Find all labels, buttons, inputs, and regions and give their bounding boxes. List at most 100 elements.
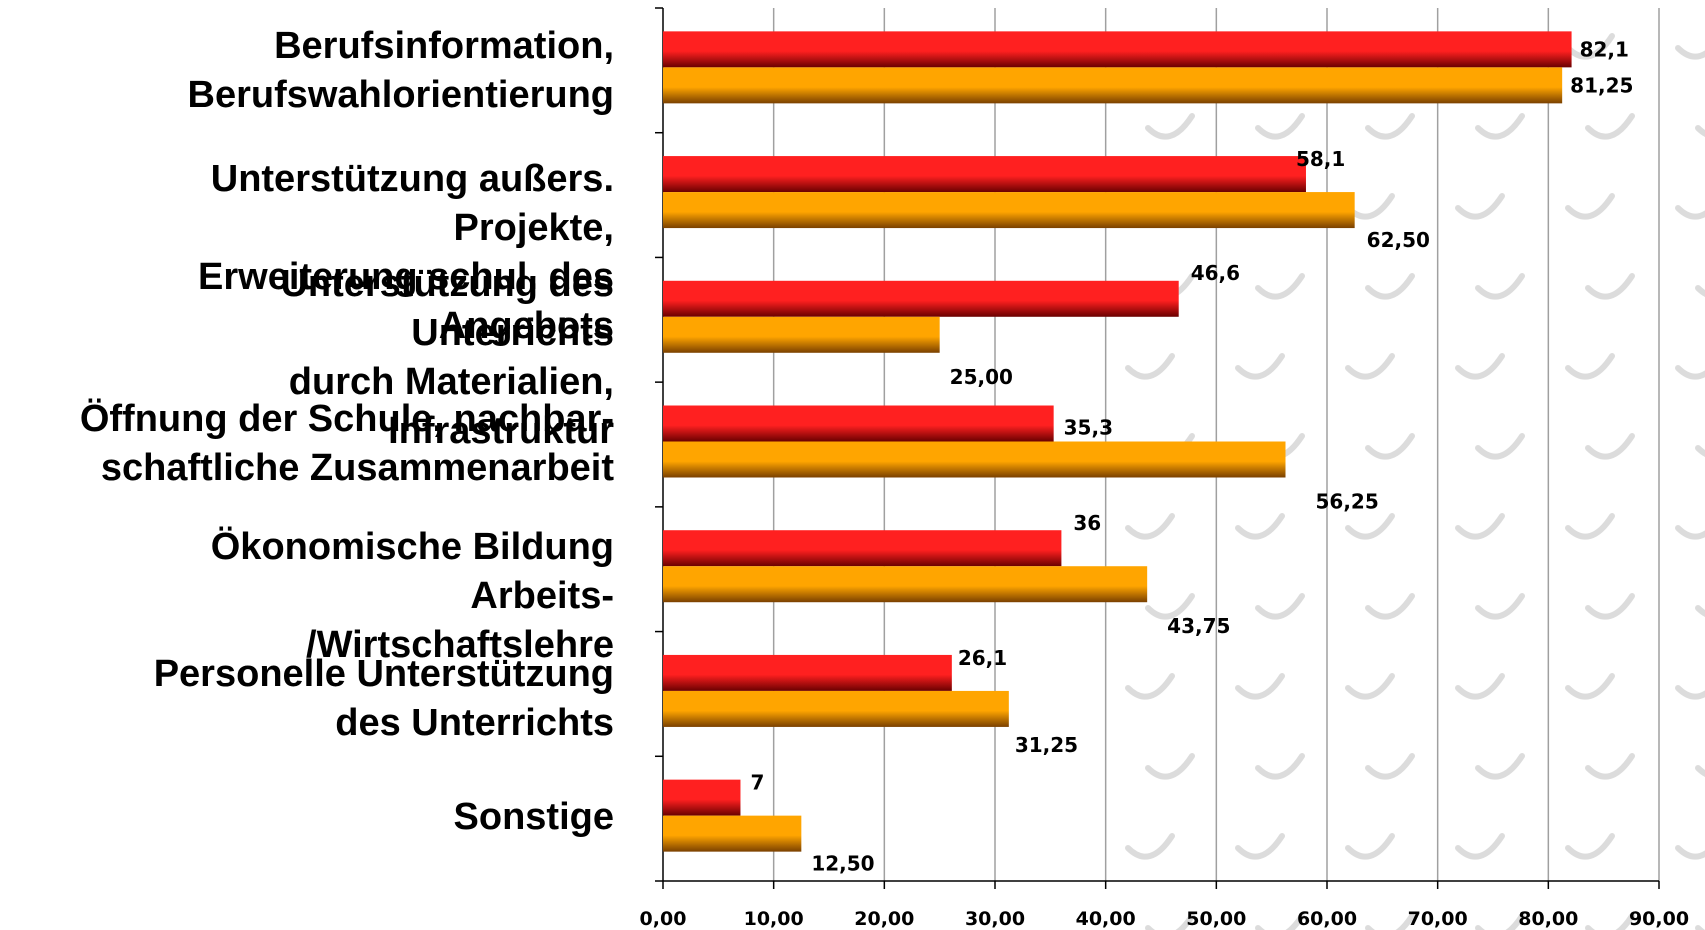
background-crescent xyxy=(1145,913,1195,930)
background-crescent xyxy=(1475,593,1525,620)
category-label: Personelle Unterstützung des Unterrichts xyxy=(153,653,614,744)
x-tick-label: 30,00 xyxy=(965,908,1025,930)
background-crescent xyxy=(1565,353,1615,380)
category-label: Unterstützung außers. Projekte, Erweiter… xyxy=(198,158,614,347)
data-label: 26,1 xyxy=(958,646,1007,670)
bar-series1 xyxy=(663,280,1179,317)
background-crescent xyxy=(1455,673,1505,700)
bar-series1 xyxy=(663,530,1062,567)
background-crescent xyxy=(1695,445,1705,457)
background-crescent xyxy=(1365,753,1415,780)
background-crescent xyxy=(1255,113,1305,140)
x-tick-label: 10,00 xyxy=(744,908,804,930)
x-tick-label: 20,00 xyxy=(854,908,914,930)
bar-series1 xyxy=(663,779,741,816)
background-crescent xyxy=(1235,513,1285,540)
background-crescent xyxy=(1585,433,1635,460)
data-label: 46,6 xyxy=(1191,261,1240,285)
background-crescent xyxy=(1365,913,1415,930)
data-label: 62,50 xyxy=(1367,228,1430,252)
background-crescent xyxy=(1455,513,1505,540)
background-crescent xyxy=(1565,513,1615,540)
bar-series2 xyxy=(663,67,1563,104)
data-label: 43,75 xyxy=(1167,614,1230,638)
background-crescent xyxy=(1125,353,1175,380)
background-crescent xyxy=(1695,765,1705,777)
bar-series1 xyxy=(663,405,1054,442)
background-crescent xyxy=(1585,753,1635,780)
x-tick-label: 50,00 xyxy=(1186,908,1246,930)
background-crescent xyxy=(1675,525,1705,540)
background-crescent xyxy=(1345,673,1395,700)
background-crescent xyxy=(1585,273,1635,300)
background-crescent xyxy=(1235,353,1285,380)
category-label: Berufsinformation, Berufswahlorientierun… xyxy=(187,25,615,116)
bar-series1 xyxy=(663,654,952,691)
x-tick-label: 60,00 xyxy=(1297,908,1357,930)
background-crescent xyxy=(1475,913,1525,930)
category-label: Öffnung der Schule, nachbar- schaftliche… xyxy=(79,398,614,489)
background-crescent xyxy=(1255,273,1305,300)
background-crescent xyxy=(1695,285,1705,297)
data-label: 7 xyxy=(750,771,764,795)
category-label: Ökonomische Bildung Arbeits- /Wirtschaft… xyxy=(210,526,614,666)
data-label: 36 xyxy=(1073,511,1101,535)
background-crescent xyxy=(1675,205,1705,220)
bar-series2 xyxy=(663,815,802,852)
background-crescent xyxy=(1345,833,1395,860)
background-crescent xyxy=(1145,113,1195,140)
bar-series1 xyxy=(663,31,1572,68)
background-crescent xyxy=(1255,913,1305,930)
background-crescent xyxy=(1345,353,1395,380)
category-label: Unterstützung des Unterrichts durch Mate… xyxy=(280,263,614,452)
x-tick-label: 90,00 xyxy=(1629,908,1689,930)
background-crescent xyxy=(1475,753,1525,780)
data-label: 56,25 xyxy=(1316,490,1379,514)
bar-series2 xyxy=(663,316,940,353)
background-crescent xyxy=(1125,673,1175,700)
background-crescent xyxy=(1455,193,1505,220)
background-crescent xyxy=(1565,833,1615,860)
background-crescent xyxy=(1145,593,1195,620)
background-crescent xyxy=(1695,605,1705,617)
background-crescent xyxy=(1675,365,1705,380)
data-label: 81,25 xyxy=(1570,73,1633,97)
data-label: 82,1 xyxy=(1580,37,1629,61)
x-tick-label: 70,00 xyxy=(1408,908,1468,930)
background-crescent xyxy=(1475,113,1525,140)
background-crescent xyxy=(1695,125,1705,137)
background-crescent xyxy=(1345,513,1395,540)
background-crescent xyxy=(1565,673,1615,700)
background-crescent xyxy=(1675,845,1705,860)
background-crescent xyxy=(1675,45,1705,60)
bar-series2 xyxy=(663,192,1355,229)
background-crescent xyxy=(1235,673,1285,700)
background-crescent xyxy=(1585,113,1635,140)
background-crescent xyxy=(1255,593,1305,620)
background-crescent xyxy=(1365,113,1415,140)
background-crescent xyxy=(1585,593,1635,620)
bar-series2 xyxy=(663,441,1286,478)
bar-series2 xyxy=(663,690,1009,727)
data-label: 31,25 xyxy=(1015,733,1078,757)
background-crescent xyxy=(1365,593,1415,620)
data-label: 12,50 xyxy=(811,852,874,876)
background-crescent xyxy=(1235,833,1285,860)
background-crescent xyxy=(1255,753,1305,780)
background-crescent xyxy=(1475,433,1525,460)
background-crescent xyxy=(1565,33,1615,60)
background-crescent xyxy=(1565,193,1615,220)
background-crescent xyxy=(1455,353,1505,380)
bar-series1 xyxy=(663,156,1306,193)
background-crescent xyxy=(1365,273,1415,300)
data-label: 25,00 xyxy=(950,365,1013,389)
background-crescent xyxy=(1145,753,1195,780)
bar-series2 xyxy=(663,566,1148,603)
data-label: 35,3 xyxy=(1064,416,1113,440)
background-crescent xyxy=(1125,513,1175,540)
data-label: 58,1 xyxy=(1296,147,1345,171)
background-crescent xyxy=(1125,833,1175,860)
background-crescent xyxy=(1365,433,1415,460)
background-crescent xyxy=(1675,685,1705,700)
